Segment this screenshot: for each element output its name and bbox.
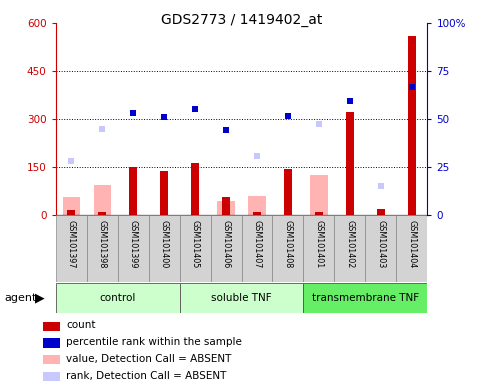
Text: GSM101408: GSM101408 bbox=[284, 220, 293, 269]
Bar bbox=[43, 338, 60, 348]
Bar bbox=[314, 212, 323, 215]
Text: control: control bbox=[99, 293, 136, 303]
Bar bbox=[128, 167, 137, 215]
Bar bbox=[149, 215, 180, 282]
Bar bbox=[366, 215, 397, 282]
Text: GSM101400: GSM101400 bbox=[159, 220, 169, 269]
Text: GSM101399: GSM101399 bbox=[128, 220, 138, 269]
Text: GDS2773 / 1419402_at: GDS2773 / 1419402_at bbox=[161, 13, 322, 27]
Text: percentile rank within the sample: percentile rank within the sample bbox=[66, 337, 242, 347]
Bar bbox=[253, 212, 261, 215]
Bar bbox=[56, 283, 180, 313]
Text: GSM101407: GSM101407 bbox=[253, 220, 261, 269]
Bar bbox=[43, 372, 60, 381]
Text: GSM101405: GSM101405 bbox=[190, 220, 199, 269]
Text: count: count bbox=[66, 320, 96, 330]
Bar bbox=[98, 212, 106, 215]
Text: agent: agent bbox=[5, 293, 37, 303]
Bar bbox=[346, 112, 355, 215]
Text: GSM101397: GSM101397 bbox=[67, 220, 75, 269]
Text: value, Detection Call = ABSENT: value, Detection Call = ABSENT bbox=[66, 354, 232, 364]
Bar bbox=[211, 215, 242, 282]
Text: GSM101406: GSM101406 bbox=[222, 220, 230, 269]
Bar bbox=[43, 321, 60, 331]
Text: GSM101403: GSM101403 bbox=[376, 220, 385, 269]
Bar bbox=[397, 215, 427, 282]
Text: rank, Detection Call = ABSENT: rank, Detection Call = ABSENT bbox=[66, 371, 227, 381]
Bar bbox=[94, 185, 111, 215]
Bar bbox=[334, 215, 366, 282]
Bar bbox=[408, 36, 416, 215]
Bar bbox=[180, 215, 211, 282]
Bar bbox=[311, 175, 327, 215]
Bar bbox=[67, 210, 75, 215]
Bar bbox=[180, 283, 303, 313]
Bar bbox=[217, 200, 235, 215]
Text: ▶: ▶ bbox=[35, 291, 44, 305]
Bar bbox=[43, 355, 60, 364]
Text: GSM101398: GSM101398 bbox=[98, 220, 107, 269]
Bar bbox=[303, 283, 427, 313]
Bar bbox=[191, 163, 199, 215]
Bar bbox=[248, 196, 266, 215]
Text: GSM101404: GSM101404 bbox=[408, 220, 416, 269]
Bar bbox=[242, 215, 272, 282]
Text: GSM101402: GSM101402 bbox=[345, 220, 355, 269]
Bar bbox=[86, 215, 117, 282]
Bar bbox=[62, 197, 80, 215]
Bar bbox=[222, 197, 230, 215]
Bar bbox=[56, 215, 86, 282]
Bar bbox=[303, 215, 334, 282]
Bar bbox=[284, 169, 292, 215]
Bar bbox=[160, 171, 169, 215]
Text: GSM101401: GSM101401 bbox=[314, 220, 324, 269]
Bar bbox=[377, 209, 385, 215]
Bar bbox=[117, 215, 149, 282]
Bar bbox=[272, 215, 303, 282]
Text: transmembrane TNF: transmembrane TNF bbox=[312, 293, 419, 303]
Text: soluble TNF: soluble TNF bbox=[211, 293, 272, 303]
